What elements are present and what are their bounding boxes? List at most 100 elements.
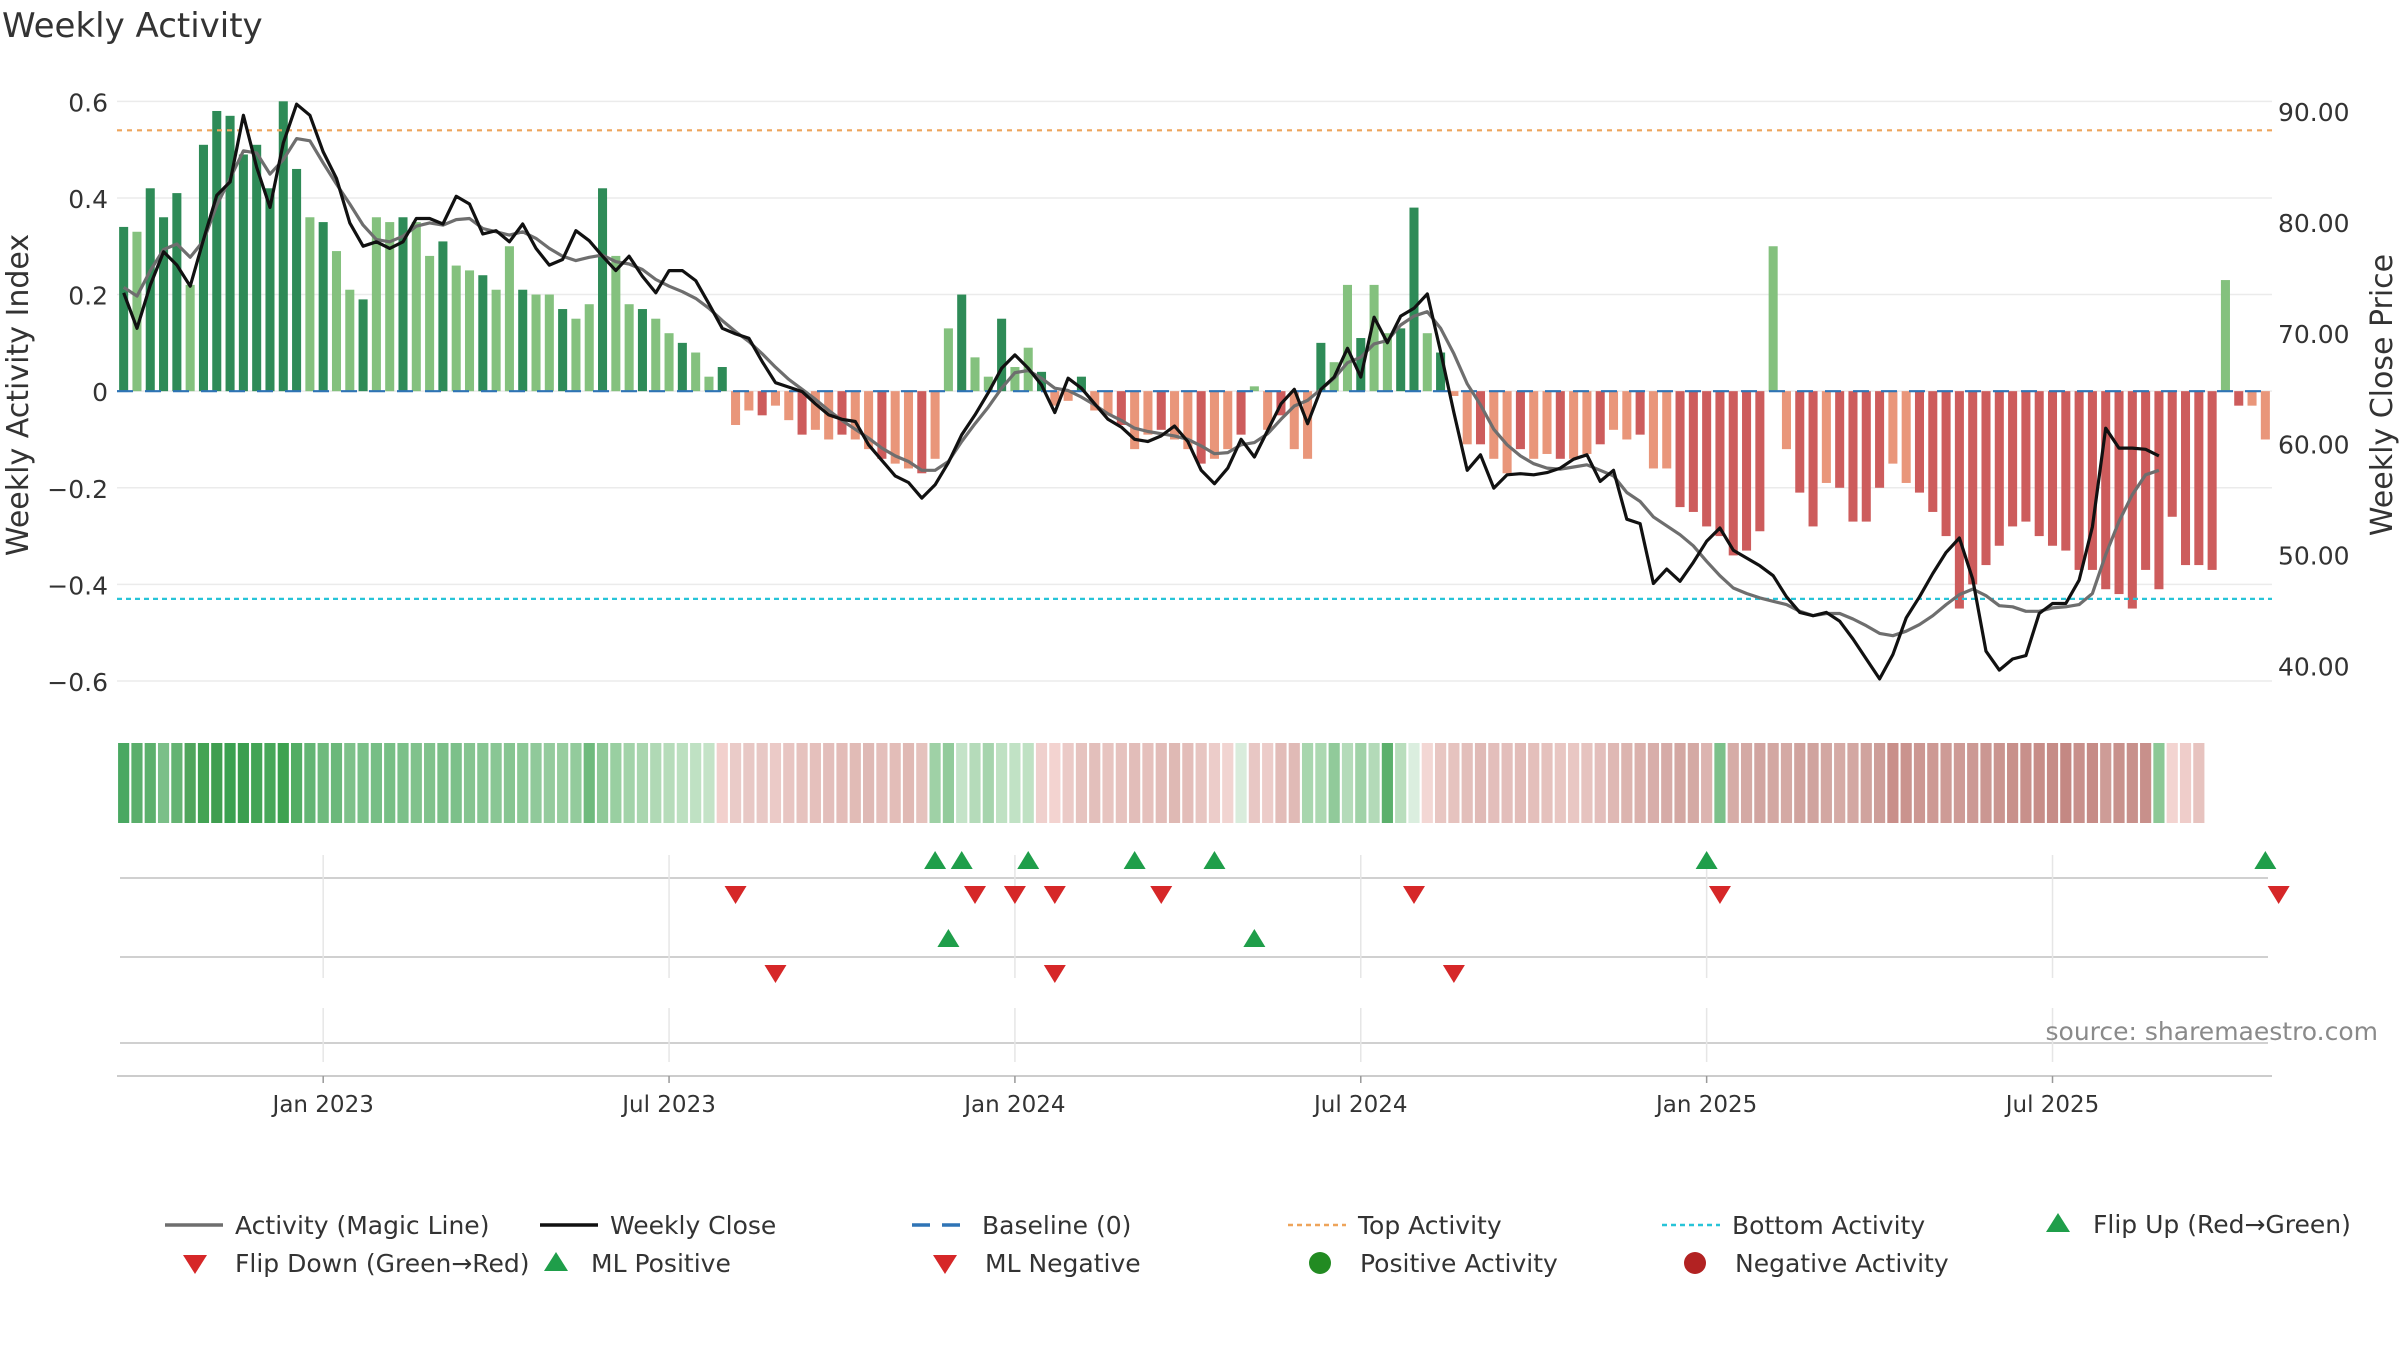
legend-up-triangle-icon [2046, 1213, 2070, 1232]
activity-bar [2247, 391, 2257, 406]
activity-bar [1569, 391, 1579, 459]
y-right-tick-label: 80.00 [2278, 209, 2350, 238]
activity-bar [2207, 391, 2217, 570]
strip-cell [650, 743, 662, 823]
strip-cell [131, 743, 143, 823]
activity-bar [1209, 391, 1219, 459]
activity-bar [1848, 391, 1858, 522]
strip-cell [729, 743, 742, 823]
weekly-close-series [122, 102, 2160, 681]
activity-bar [252, 144, 262, 392]
strip-cell [969, 743, 981, 823]
strip-cell [809, 743, 821, 823]
strip-cell [184, 743, 196, 823]
flip-up-marker [1123, 851, 1146, 869]
activity-bar [371, 217, 381, 392]
strip-cell [1860, 743, 1872, 823]
strip-cell [490, 743, 502, 823]
activity-bar [1502, 391, 1512, 474]
strip-cell [224, 743, 236, 823]
y-right-tick-label: 50.00 [2278, 542, 2350, 571]
strip-cell [437, 743, 449, 823]
activity-bar [1914, 391, 1925, 493]
activity-bar [1821, 391, 1831, 483]
activity-bar [664, 333, 674, 392]
activity-bar [491, 289, 501, 392]
activity-bar [970, 357, 980, 392]
activity-bar [1742, 391, 1752, 551]
activity-bar [850, 391, 860, 440]
flip-up-marker [924, 851, 947, 869]
legend-down-triangle-icon [933, 1255, 957, 1274]
activity-bar [544, 294, 554, 392]
strip-cell [623, 743, 635, 823]
reference-lines [117, 129, 2272, 600]
strip-cell [237, 743, 249, 823]
strip-cell [1089, 743, 1101, 823]
strip-cell [251, 743, 263, 823]
activity-bar [2194, 391, 2204, 566]
activity-bar [1249, 386, 1259, 392]
strip-cell [543, 743, 555, 823]
strip-cell [1820, 743, 1832, 823]
activity-bar [1396, 328, 1406, 392]
strip-cell [1009, 743, 1021, 823]
strip-cell [197, 743, 210, 823]
activity-bar [1369, 284, 1379, 392]
strip-cell [1129, 743, 1141, 823]
strip-cell [596, 743, 609, 823]
strip-cell [1807, 743, 1819, 823]
strip-cell [1581, 743, 1593, 823]
strip-cell [889, 743, 901, 823]
strip-cell [1767, 743, 1779, 823]
legend-label: Flip Up (Red→Green) [2093, 1210, 2351, 1239]
strip-cell [357, 743, 369, 823]
activity-bar [2114, 391, 2124, 595]
activity-bar [1662, 391, 1672, 469]
strip-cell [1980, 743, 1992, 823]
strip-cell [450, 743, 462, 823]
activity-bar [1622, 391, 1632, 440]
strip-cell [171, 743, 183, 823]
legend: Activity (Magic Line) Weekly Close Baselin… [165, 1210, 2351, 1278]
activity-bar [518, 289, 528, 392]
activity-bar [1835, 391, 1845, 488]
activity-bar [1968, 391, 1978, 585]
activity-bar [1076, 376, 1086, 392]
activity-bar [1183, 391, 1193, 450]
strip-cell [1940, 743, 1952, 823]
activity-bar [198, 144, 208, 392]
strip-cell [2179, 743, 2192, 823]
strip-cell [1607, 743, 1620, 823]
x-tick-label: Jul 2023 [620, 1092, 716, 1118]
strip-cell [317, 743, 329, 823]
strip-cell [264, 743, 276, 823]
activity-bar [624, 304, 634, 392]
activity-bar [757, 391, 767, 416]
activity-bar [677, 342, 687, 392]
activity-bar [1795, 391, 1805, 493]
activity-bar [1409, 207, 1419, 392]
strip-cell [916, 743, 928, 823]
activity-bar [2074, 391, 2084, 570]
strip-cell [1594, 743, 1606, 823]
strip-cell [1315, 743, 1327, 823]
strip-cell [636, 743, 649, 823]
activity-bar [1130, 391, 1140, 450]
activity-bar [877, 391, 887, 459]
legend-label: Bottom Activity [1732, 1211, 1925, 1240]
activity-bar [1143, 391, 1153, 435]
strip-cell [1049, 743, 1061, 823]
strip-cell [610, 743, 622, 823]
activity-bar [731, 391, 741, 425]
activity-bar [704, 376, 714, 392]
activity-bar [1475, 391, 1486, 445]
flip-down-marker [964, 886, 987, 904]
strip-cell [2046, 743, 2059, 823]
strip-cell [410, 743, 422, 823]
activity-bar [1050, 391, 1060, 406]
chart-title: Weekly Activity [2, 6, 263, 46]
strip-cell [836, 743, 848, 823]
strip-cell [2166, 743, 2178, 823]
